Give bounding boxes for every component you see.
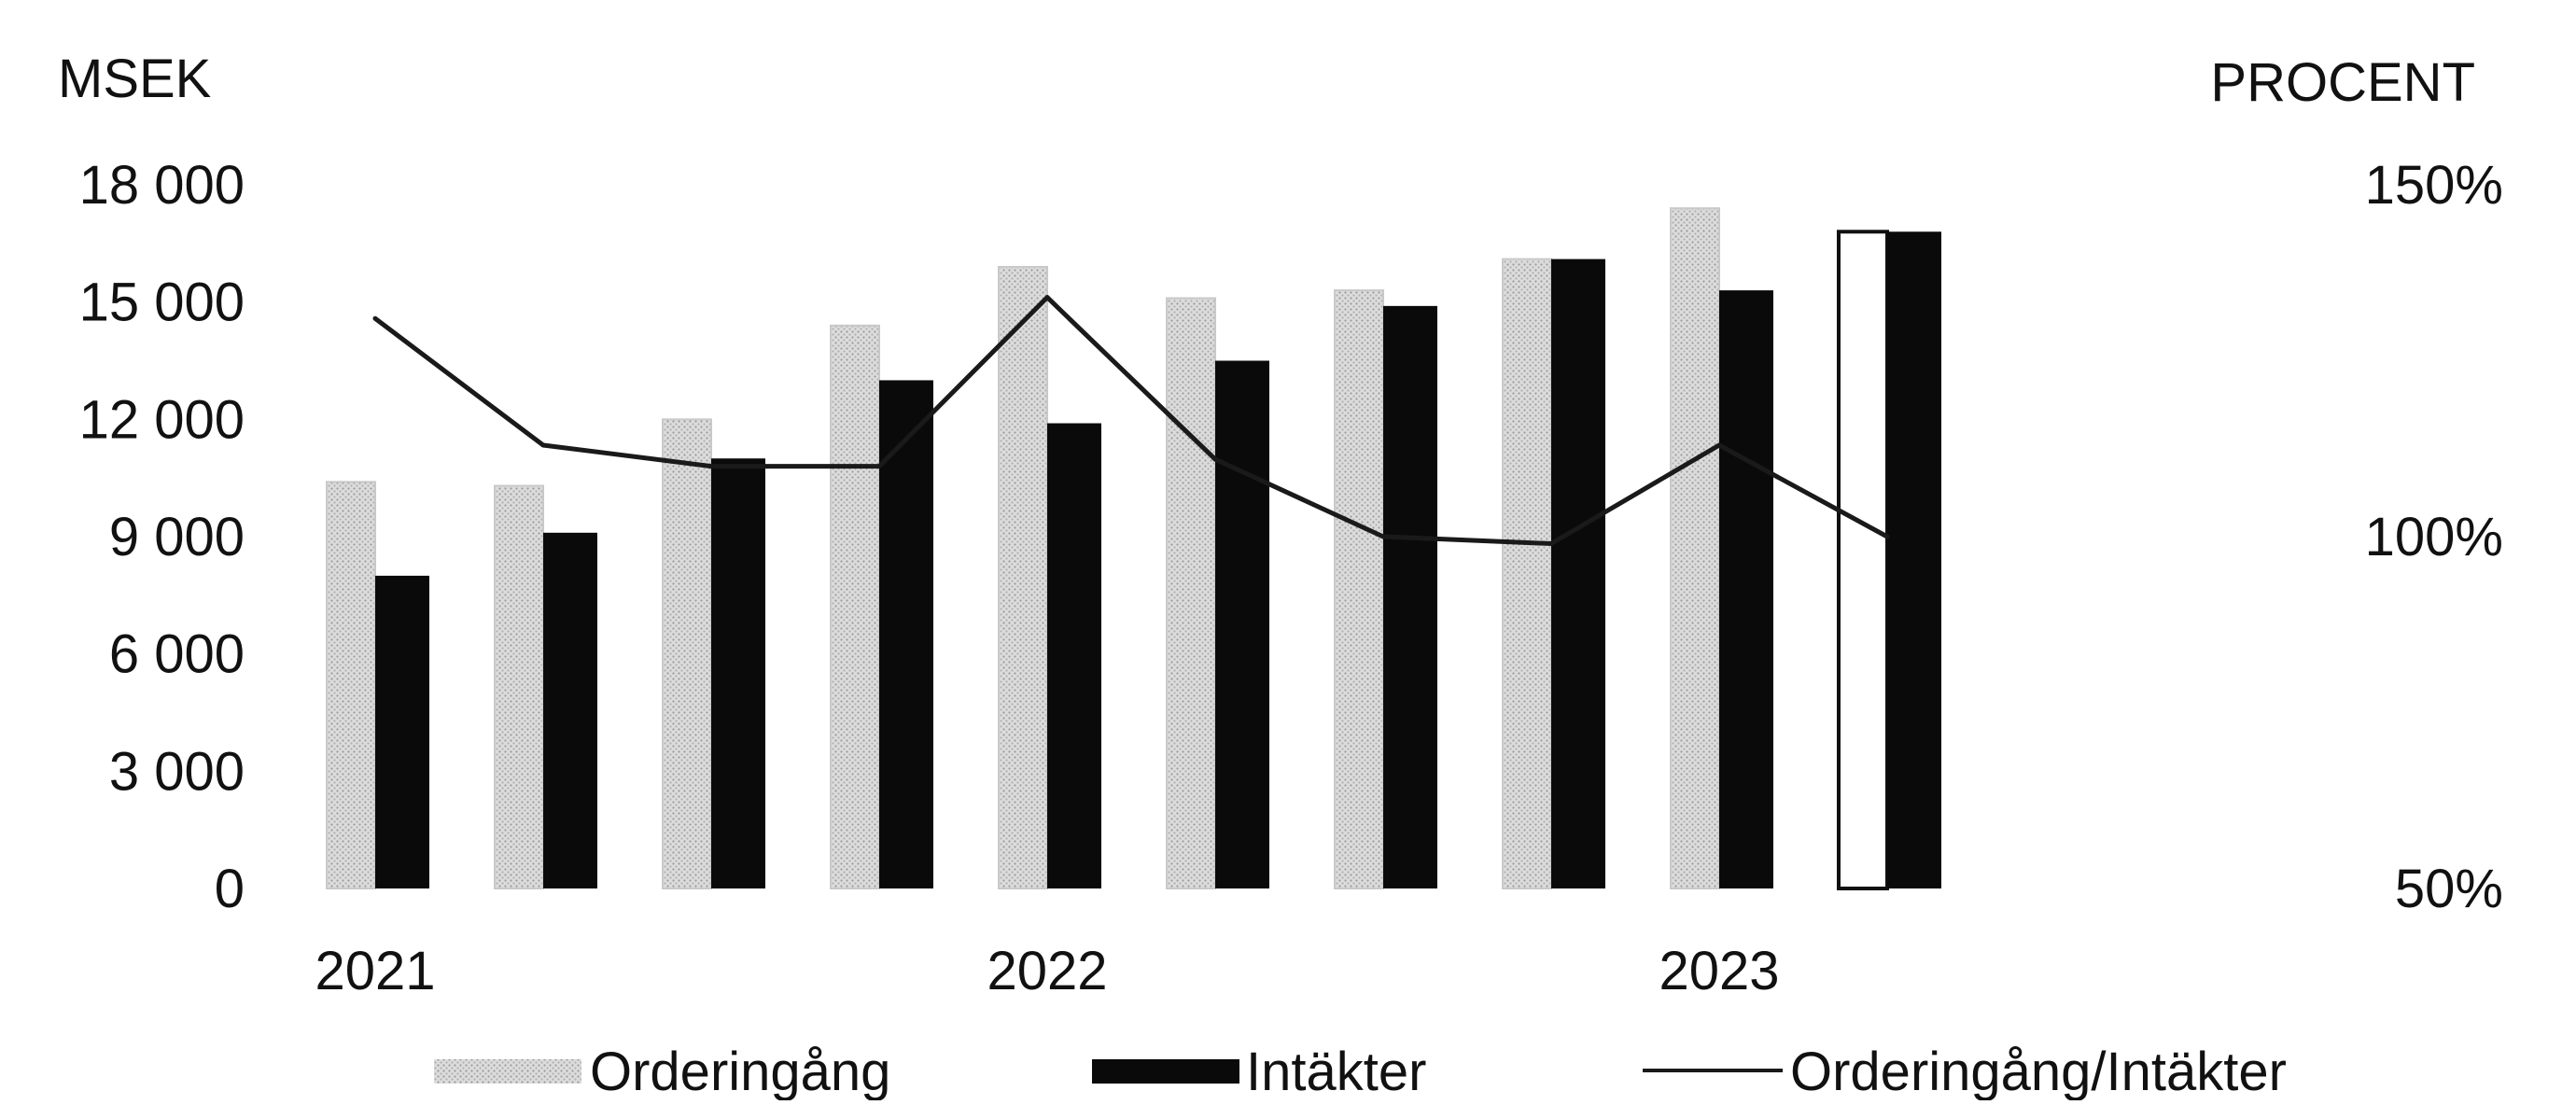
left-tick-label: 18 000 <box>79 155 245 216</box>
bar-orderingang <box>830 324 880 889</box>
ratio-point <box>372 315 378 321</box>
left-axis-ticks: 18 000 15 000 12 000 9 000 6 000 3 000 0 <box>79 155 245 919</box>
legend-label-intakter: Intäkter <box>1246 1042 1426 1100</box>
right-tick-label: 50% <box>2395 859 2503 919</box>
left-tick-label: 0 <box>215 859 245 919</box>
bar-intakter <box>711 458 765 888</box>
legend-item-orderingang: Orderingång <box>434 1042 890 1102</box>
bar-intakter <box>1047 423 1101 888</box>
legend-item-intakter: Intäkter <box>1092 1042 1426 1102</box>
left-tick-label: 12 000 <box>79 389 245 450</box>
legend-swatch-orderingang <box>434 1059 581 1084</box>
legend-item-ratio: Orderingång/Intäkter <box>1643 1042 2287 1102</box>
bar-intakter <box>1215 360 1269 888</box>
year-label: 2022 <box>987 941 1107 1001</box>
left-axis-title: MSEK <box>58 49 212 109</box>
right-tick-label: 100% <box>2365 507 2503 567</box>
bar-orderingang <box>1502 258 1552 890</box>
left-tick-label: 6 000 <box>109 624 245 685</box>
bar-orderingang <box>1670 207 1720 889</box>
ratio-point <box>1044 295 1050 301</box>
bar-orderingang <box>662 418 712 889</box>
bar-intakter <box>1887 231 1941 888</box>
ratio-point <box>1212 456 1218 462</box>
ratio-point <box>540 442 546 448</box>
ratio-point <box>1884 534 1890 539</box>
right-tick-label: 150% <box>2365 155 2503 216</box>
left-tick-label: 9 000 <box>109 507 245 567</box>
bar-orderingang <box>1334 289 1384 890</box>
bar-orderingang <box>326 481 376 889</box>
legend-swatch-intakter <box>1092 1059 1239 1084</box>
right-axis-title: PROCENT <box>2210 52 2475 113</box>
bar-orderingang <box>1837 230 1889 890</box>
ratio-point <box>1380 534 1386 539</box>
legend-label-orderingang: Orderingång <box>590 1042 890 1100</box>
right-axis-ticks: 150% 100% 50% <box>2365 155 2503 919</box>
bar-intakter <box>879 380 933 888</box>
ratio-line-group <box>372 295 1890 547</box>
legend: Orderingång Intäkter Orderingång/Intäkte… <box>434 1042 2287 1102</box>
year-label: 2021 <box>315 941 435 1001</box>
left-tick-label: 3 000 <box>109 741 245 802</box>
bar-intakter <box>1719 290 1773 889</box>
bar-intakter <box>375 575 429 888</box>
ratio-point <box>1548 541 1554 547</box>
ratio-line <box>373 295 1889 546</box>
bar-intakter <box>543 532 597 888</box>
left-tick-label: 15 000 <box>79 273 245 333</box>
x-axis-year-labels: 2021 2022 2023 <box>315 941 1779 1001</box>
year-label: 2023 <box>1659 941 1779 1001</box>
ratio-point <box>876 464 882 469</box>
bar-orderingang <box>1166 297 1216 889</box>
ratio-point <box>1716 442 1722 448</box>
legend-label-ratio: Orderingång/Intäkter <box>1790 1042 2287 1100</box>
bar-intakter <box>1383 305 1437 888</box>
bar-orderingang <box>998 265 1048 889</box>
bars-group <box>326 207 1941 890</box>
ratio-point <box>708 464 714 469</box>
bar-orderingang <box>494 484 544 889</box>
bar-intakter <box>1551 259 1605 889</box>
